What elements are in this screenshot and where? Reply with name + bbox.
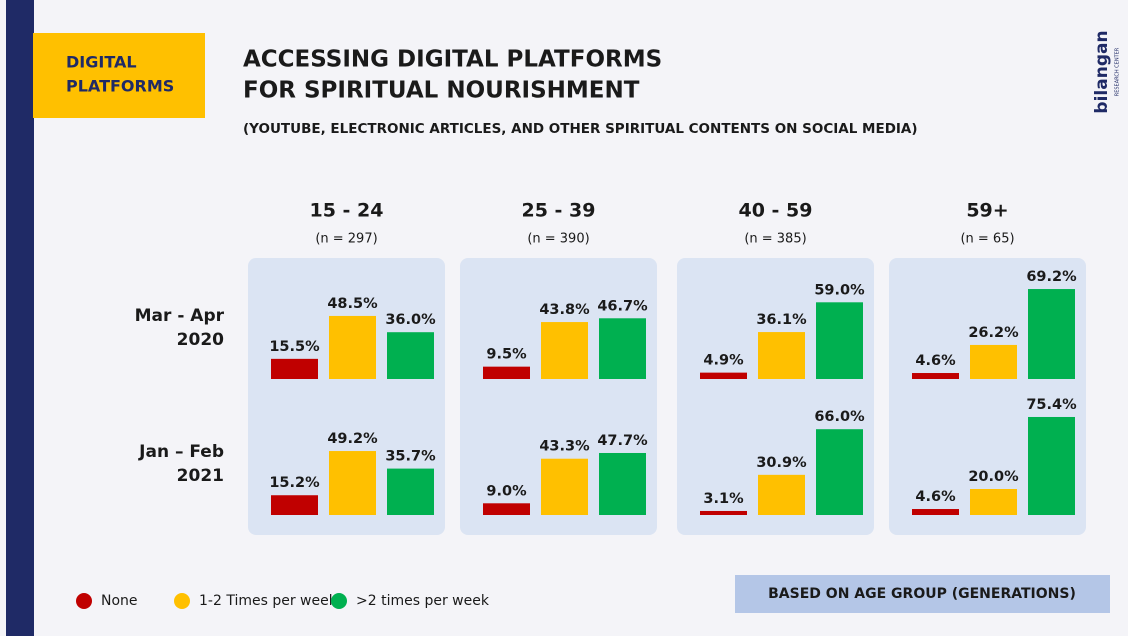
group-label: 59+ (966, 200, 1008, 222)
bar (758, 474, 805, 515)
bar (271, 358, 318, 379)
bar (387, 332, 434, 379)
value-label: 36.0% (385, 312, 436, 328)
value-label: 66.0% (814, 409, 865, 425)
bar (541, 322, 588, 379)
bar (816, 302, 863, 379)
bar (912, 373, 959, 379)
group-label: 25 - 39 (522, 200, 596, 222)
bar (599, 318, 646, 379)
subtitle: (YOUTUBE, ELECTRONIC ARTICLES, AND OTHER… (243, 121, 918, 137)
bar (970, 344, 1017, 379)
value-label: 43.8% (539, 302, 590, 318)
value-label: 4.6% (915, 353, 956, 369)
badge-text: PLATFORMS (66, 77, 174, 96)
group-n: (n = 297) (315, 232, 377, 247)
bar (387, 468, 434, 515)
bar (329, 451, 376, 515)
value-label: 48.5% (327, 296, 378, 312)
legend-label: 1-2 Times per week (199, 593, 338, 609)
value-label: 9.5% (486, 347, 527, 363)
value-label: 26.2% (968, 325, 1019, 341)
legend-swatch (174, 593, 190, 609)
value-label: 75.4% (1026, 397, 1077, 413)
group-label: 15 - 24 (310, 200, 384, 222)
footnote-box (735, 575, 1110, 613)
title: ACCESSING DIGITAL PLATFORMS (243, 47, 662, 73)
group-n: (n = 390) (527, 232, 589, 247)
legend-swatch (331, 593, 347, 609)
bar (970, 489, 1017, 515)
group-n: (n = 385) (744, 232, 806, 247)
value-label: 9.0% (486, 483, 527, 499)
bar (599, 452, 646, 515)
bar (329, 315, 376, 379)
legend-label: >2 times per week (356, 593, 490, 609)
row-label: 2021 (177, 466, 224, 486)
bar (816, 429, 863, 515)
value-label: 4.9% (703, 353, 744, 369)
value-label: 15.5% (269, 339, 320, 355)
group-label: 40 - 59 (739, 200, 813, 222)
side-stripe (6, 0, 34, 636)
bar (758, 332, 805, 379)
bar (700, 510, 747, 515)
legend-label: None (101, 593, 138, 609)
value-label: 46.7% (597, 298, 648, 314)
footnote: BASED ON AGE GROUP (GENERATIONS) (768, 586, 1076, 602)
bar (912, 509, 959, 515)
brand-sub: RESEARCH CENTER (1115, 47, 1121, 96)
row-label: 2020 (177, 330, 224, 350)
legend-swatch (76, 593, 92, 609)
badge (33, 33, 205, 118)
value-label: 30.9% (756, 455, 807, 471)
value-label: 15.2% (269, 475, 320, 491)
row-label: Jan – Feb (138, 442, 224, 462)
value-label: 3.1% (703, 491, 744, 507)
value-label: 69.2% (1026, 269, 1077, 285)
row-label: Mar - Apr (135, 306, 225, 326)
value-label: 4.6% (915, 489, 956, 505)
badge-text: DIGITAL (66, 53, 137, 72)
bar (271, 495, 318, 515)
value-label: 36.1% (756, 312, 807, 328)
bar (483, 503, 530, 515)
value-label: 35.7% (385, 449, 436, 465)
bar (541, 458, 588, 515)
value-label: 47.7% (597, 433, 648, 449)
value-label: 20.0% (968, 469, 1019, 485)
value-label: 59.0% (814, 282, 865, 298)
group-n: (n = 65) (960, 232, 1014, 247)
brand: bilangan (1092, 30, 1112, 113)
value-label: 43.3% (539, 439, 590, 455)
value-label: 49.2% (327, 431, 378, 447)
bar (1028, 416, 1075, 515)
bar (483, 366, 530, 379)
bar (1028, 289, 1075, 379)
panel (248, 258, 445, 535)
title: FOR SPIRITUAL NOURISHMENT (243, 78, 640, 104)
bar (700, 372, 747, 379)
